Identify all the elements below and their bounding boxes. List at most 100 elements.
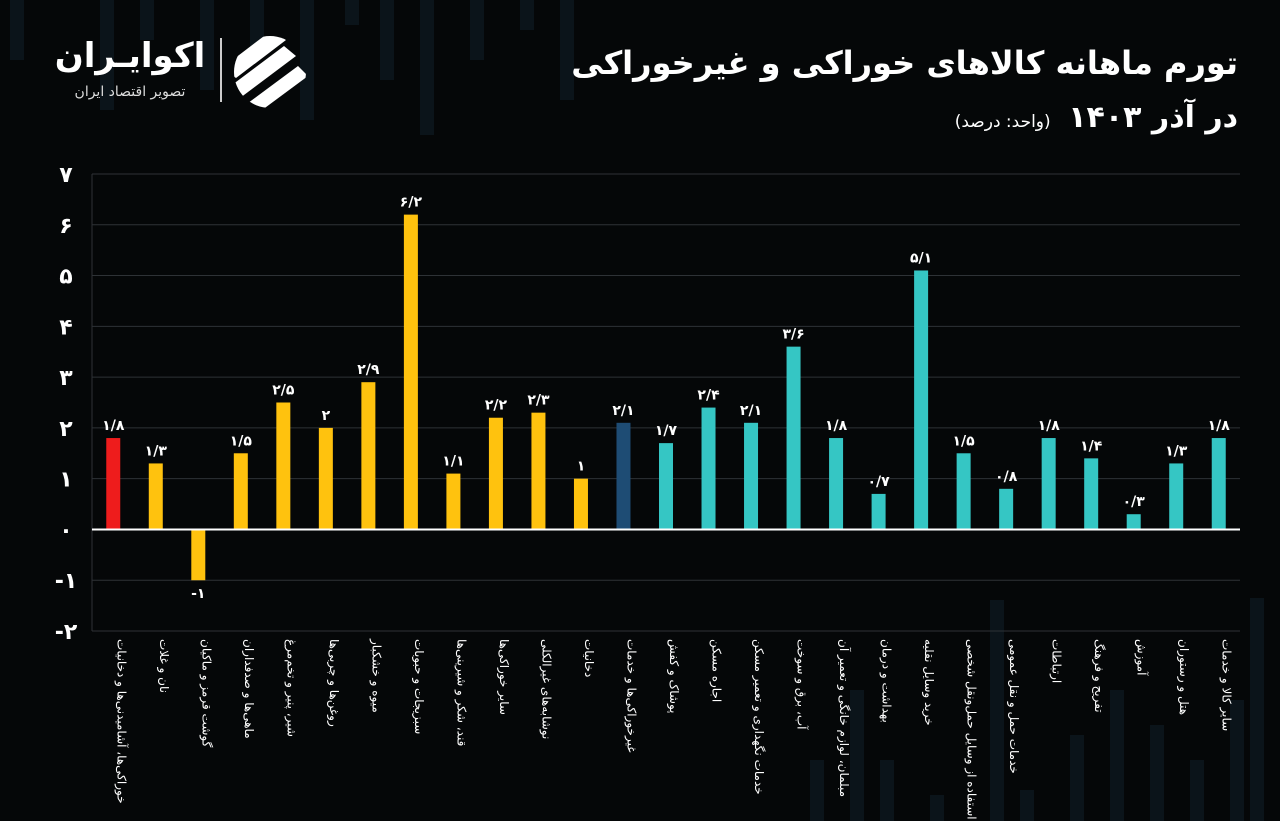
bar bbox=[488, 417, 503, 530]
data-label: ۱ bbox=[577, 459, 586, 475]
bar bbox=[701, 407, 716, 530]
data-label: ۱/۳ bbox=[145, 443, 168, 459]
data-label: ۱/۸ bbox=[102, 418, 125, 434]
data-label: ۱/۳ bbox=[1165, 443, 1188, 459]
data-label: ۱/۸ bbox=[1038, 418, 1061, 434]
bar bbox=[1084, 458, 1099, 530]
category-label: خدمات حمل و نقل عمومی bbox=[1006, 639, 1021, 774]
bar bbox=[956, 453, 971, 530]
data-label: ۲/۳ bbox=[527, 393, 550, 409]
bar bbox=[318, 427, 333, 530]
category-label: آب، برق و سوخت bbox=[794, 639, 810, 730]
y-tick-label: -۲ bbox=[55, 620, 78, 645]
chart-title: تورم ماهانه کالاهای خوراکی و غیرخوراکی bbox=[571, 44, 1238, 82]
category-label: پوشاک و کفش bbox=[666, 639, 681, 714]
data-label: ۲/۲ bbox=[485, 398, 508, 414]
data-label: ۲/۵ bbox=[272, 383, 295, 399]
category-label: هتل و رستوران bbox=[1176, 639, 1191, 715]
data-label: ۱/۱ bbox=[442, 454, 464, 470]
category-label: سبزیجات و حبوبات bbox=[411, 639, 426, 734]
category-label: بهداشت و درمان bbox=[879, 639, 894, 723]
brand-logo: اکوایـران تصویر اقتصاد ایران bbox=[50, 32, 310, 112]
category-label: شیر، پنیر و تخم‌مرغ bbox=[283, 639, 298, 737]
bar bbox=[744, 422, 759, 530]
data-label: ۲/۱ bbox=[612, 403, 634, 419]
y-tick-label: ۲ bbox=[59, 417, 73, 442]
y-tick-label: -۱ bbox=[55, 569, 78, 594]
category-label: نوشابه‌های غیرالکلی bbox=[538, 639, 553, 739]
category-label: اجاره مسکن bbox=[709, 639, 724, 702]
bar bbox=[829, 438, 844, 530]
bar bbox=[871, 493, 886, 530]
data-label: ۰/۳ bbox=[1123, 494, 1146, 510]
bar bbox=[403, 214, 418, 530]
bar bbox=[999, 488, 1014, 530]
bar bbox=[1126, 514, 1141, 530]
y-tick-label: ۴ bbox=[59, 315, 72, 340]
category-label: نان و غلات bbox=[156, 639, 171, 693]
data-label: ۲ bbox=[322, 408, 331, 424]
category-label: استفاده از وسایل حمل‌ونقل شخصی bbox=[964, 639, 979, 820]
data-label: ۱/۷ bbox=[655, 423, 678, 439]
y-tick-label: ۷ bbox=[59, 163, 73, 188]
bar bbox=[446, 473, 461, 530]
bar bbox=[191, 529, 206, 581]
category-label: ماهی‌ها و صدفداران bbox=[241, 639, 256, 739]
bar bbox=[573, 478, 588, 530]
data-label: ۱/۵ bbox=[953, 433, 976, 449]
bar bbox=[659, 443, 673, 530]
bar bbox=[1041, 438, 1056, 530]
bar bbox=[914, 270, 929, 530]
bar bbox=[616, 422, 631, 530]
category-label: سایر کالا و خدمات bbox=[1219, 639, 1234, 731]
data-label: -۱ bbox=[191, 586, 205, 602]
y-tick-label: ۳ bbox=[59, 366, 73, 391]
ecoiran-stripes-logo-icon bbox=[234, 36, 306, 108]
data-label: ۱/۴ bbox=[1080, 438, 1103, 454]
category-label: گوشت قرمز و ماکیان bbox=[198, 639, 213, 748]
category-label: دخانیات bbox=[582, 639, 596, 677]
category-label: مبلمان، لوازم خانگی و تعمیر آن bbox=[836, 639, 852, 797]
bar bbox=[361, 382, 376, 530]
y-tick-label: ۶ bbox=[59, 214, 72, 239]
logo-divider bbox=[220, 38, 222, 102]
data-label: ۲/۴ bbox=[697, 388, 720, 404]
data-label: ۰/۷ bbox=[867, 474, 890, 490]
data-label: ۲/۹ bbox=[357, 362, 380, 378]
brand-tagline: تصویر اقتصاد ایران bbox=[74, 84, 186, 100]
data-label: ۱/۸ bbox=[1208, 418, 1231, 434]
data-label: ۲/۱ bbox=[740, 403, 762, 419]
data-label: ۳/۶ bbox=[782, 327, 804, 343]
bar bbox=[531, 412, 546, 530]
data-label: ۰/۸ bbox=[995, 469, 1018, 485]
category-label: غیرخوراکی‌ها و خدمات bbox=[623, 639, 638, 752]
category-label: آموزش bbox=[1134, 639, 1150, 676]
bar bbox=[786, 346, 801, 530]
subtitle-period: در آذر ۱۴۰۳ bbox=[1068, 100, 1238, 135]
category-label: خوراکی‌ها، آشامیدنی‌ها و دخانیات bbox=[113, 639, 129, 804]
category-label: سایر خوراکی‌ها bbox=[496, 639, 511, 715]
data-label: ۱/۸ bbox=[825, 418, 848, 434]
bar bbox=[148, 463, 163, 530]
category-label: روغن‌ها و چربی‌ها bbox=[326, 639, 341, 727]
bar bbox=[1169, 463, 1184, 530]
category-label: خرید وسایل نقلیه bbox=[921, 639, 936, 726]
category-label: قند، شکر و شیرینی‌ها bbox=[453, 639, 468, 746]
category-label: تفریح و فرهنگ bbox=[1091, 639, 1106, 713]
category-label: خدمات نگهداری و تعمیر مسکن bbox=[751, 639, 766, 795]
bar bbox=[233, 453, 248, 530]
bar bbox=[106, 438, 121, 530]
data-label: ۵/۱ bbox=[910, 250, 932, 266]
chart-subtitle: در آذر ۱۴۰۳ (واحد: درصد) bbox=[955, 100, 1238, 135]
y-tick-label: ۱ bbox=[59, 468, 72, 493]
brand-name: اکوایـران bbox=[54, 36, 206, 76]
y-tick-label: ۵ bbox=[59, 265, 72, 290]
category-label: ارتباطات bbox=[1049, 639, 1064, 683]
bar bbox=[276, 402, 291, 530]
y-tick-label: ۰ bbox=[59, 518, 72, 543]
bar bbox=[1211, 438, 1226, 530]
subtitle-unit: (واحد: درصد) bbox=[954, 112, 1051, 132]
category-label: میوه و خشکبار bbox=[368, 638, 383, 713]
